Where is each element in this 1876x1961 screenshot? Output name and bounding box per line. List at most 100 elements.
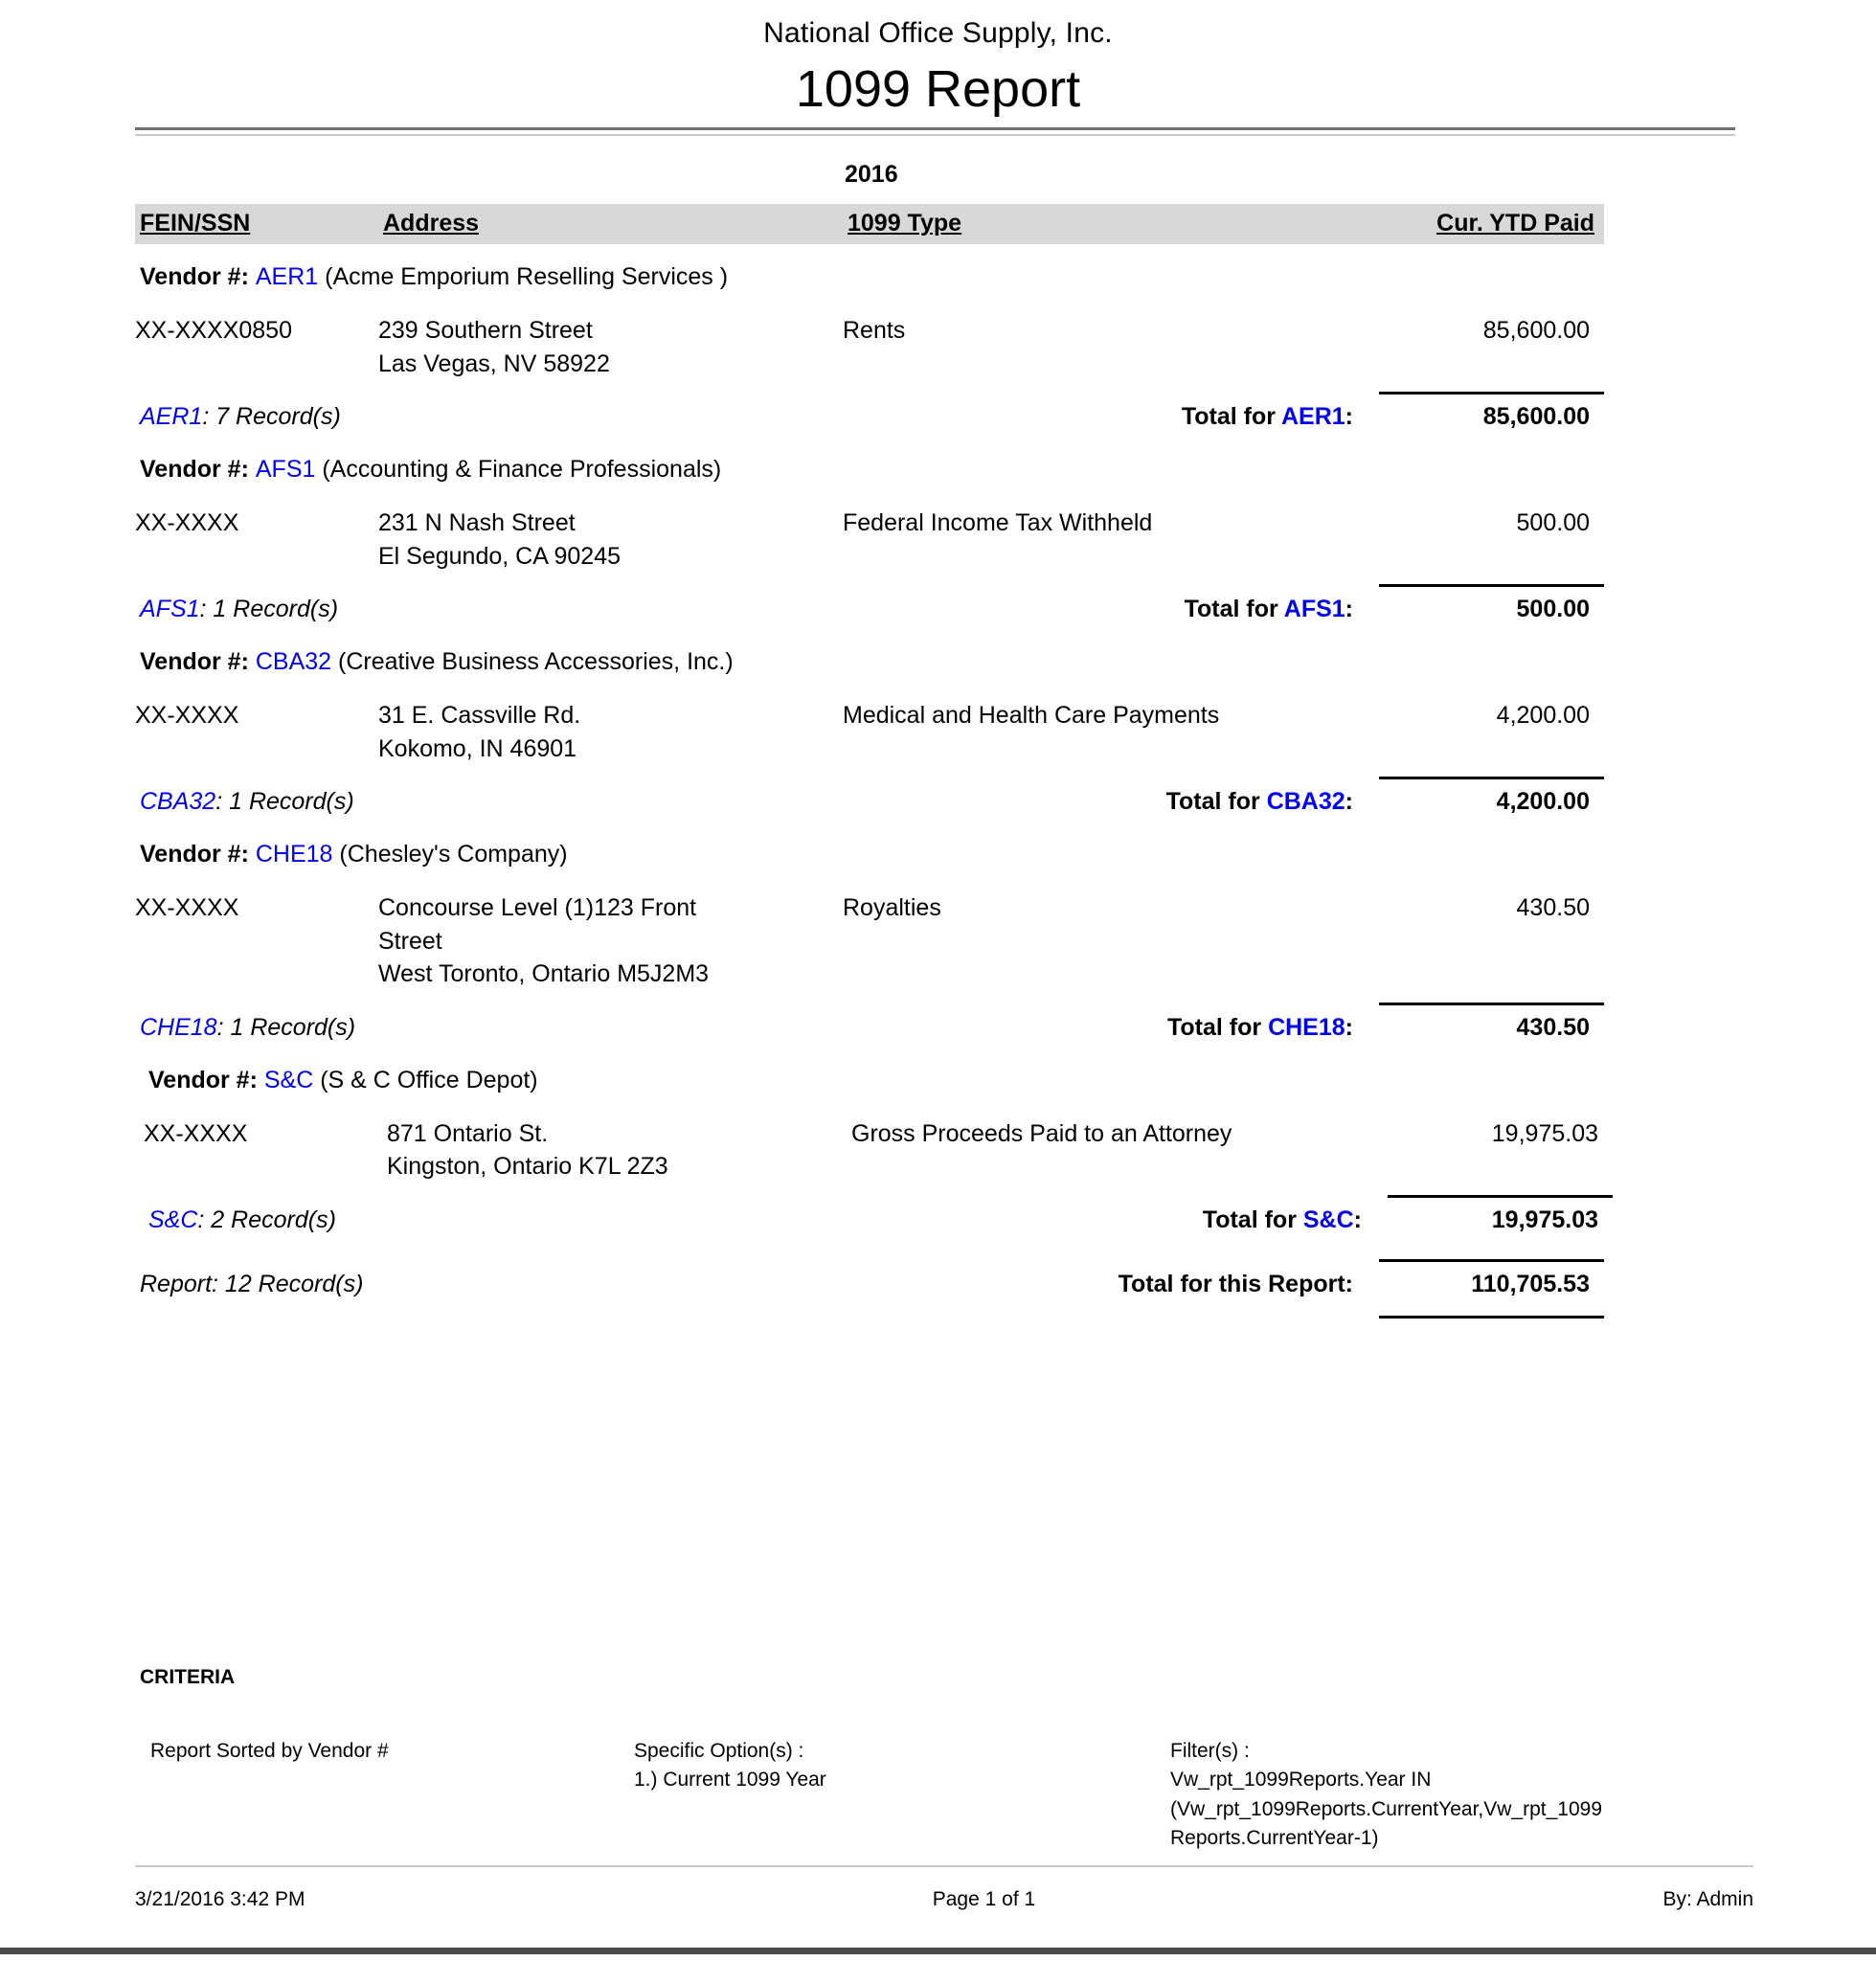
report-body: 2016 FEIN/SSN Address 1099 Type Cur. YTD…: [135, 153, 1613, 1319]
header-rule: [135, 127, 1735, 136]
criteria-filters-label: Filter(s) :: [1170, 1740, 1250, 1762]
vendor-code: S&C: [263, 1066, 314, 1093]
criteria-filter-line: (Vw_rpt_1099Reports.CurrentYear,Vw_rpt_1…: [1170, 1797, 1602, 1820]
total-amount: 500.00: [1379, 584, 1604, 623]
total-colon: :: [1345, 403, 1353, 430]
table-row: XX-XXXX 31 E. Cassville Rd. Kokomo, IN 469…: [135, 699, 1604, 765]
criteria-option: 1.) Current 1099 Year: [634, 1769, 826, 1792]
criteria-filters: Filter(s) : Vw_rpt_1099Reports.Year IN (V…: [1170, 1737, 1783, 1854]
vendor-section: Vendor #: AER1 (Acme Emporium Reselling …: [135, 263, 1604, 431]
criteria-filter-line: Reports.CurrentYear-1): [1170, 1827, 1379, 1850]
type-cell: Royalties: [843, 894, 941, 921]
vendor-name: (Chesley's Company): [332, 841, 568, 868]
fein-cell: XX-XXXX: [135, 509, 239, 536]
vendor-heading: Vendor #: AFS1 (Accounting & Finance Pro…: [140, 456, 1604, 484]
records-vendor-code: AER1: [140, 403, 203, 430]
address-line: 231 N Nash Street: [378, 509, 576, 536]
records-label: CHE18: 1 Record(s): [135, 1014, 843, 1042]
vendor-code: CBA32: [255, 648, 332, 675]
total-vendor-code: AFS1: [1283, 596, 1345, 622]
report-summary-row: Report: 12 Record(s) Total for this Repo…: [135, 1258, 1604, 1298]
table-row: XX-XXXX 871 Ontario St. Kingston, Ontario …: [144, 1117, 1604, 1183]
address-line: Street: [378, 927, 442, 955]
total-colon: :: [1353, 1206, 1362, 1233]
records-vendor-code: S&C: [148, 1206, 198, 1233]
vendor-sections: Vendor #: AER1 (Acme Emporium Reselling …: [135, 263, 1613, 1234]
vendor-name: (Accounting & Finance Professionals): [315, 456, 722, 483]
vendor-name: (Creative Business Accessories, Inc.): [331, 648, 734, 675]
total-for-text: Total for: [1181, 403, 1281, 430]
report-total-amount: 110,705.53: [1379, 1258, 1604, 1298]
amount-cell: 19,975.03: [1491, 1119, 1598, 1147]
address-line: West Toronto, Ontario M5J2M3: [378, 960, 710, 987]
records-label: CBA32: 1 Record(s): [135, 788, 843, 816]
records-label: AER1: 7 Record(s): [135, 403, 843, 431]
type-cell: Rents: [843, 317, 906, 344]
total-vendor-code: CHE18: [1268, 1013, 1345, 1041]
records-vendor-code: CHE18: [140, 1013, 217, 1041]
total-label: Total for CHE18:: [843, 1014, 1365, 1042]
vendor-heading: Vendor #: CHE18 (Chesley's Company): [140, 841, 1604, 868]
table-row: XX-XXXX Concourse Level (1)123 Front Stree…: [135, 891, 1604, 991]
address-cell: 239 Southern Street Las Vegas, NV 58922: [378, 314, 843, 380]
total-colon: :: [1345, 788, 1353, 815]
vendor-name: (Acme Emporium Reselling Services ): [318, 263, 729, 290]
vendor-prefix: Vendor #:: [140, 263, 256, 290]
records-count: : 1 Record(s): [216, 1013, 356, 1041]
fein-cell: XX-XXXX: [135, 702, 239, 729]
address-line: El Segundo, CA 90245: [378, 542, 621, 570]
address-line: Concourse Level (1)123 Front: [378, 894, 697, 921]
vendor-name: (S & C Office Depot): [313, 1066, 538, 1093]
address-cell: 31 E. Cassville Rd. Kokomo, IN 46901: [378, 699, 843, 765]
vendor-total-row: AFS1: 1 Record(s) Total for AFS1: 500.00: [135, 584, 1604, 623]
vendor-total-row: S&C: 2 Record(s) Total for S&C: 19,975.03: [144, 1194, 1613, 1234]
vendor-prefix: Vendor #:: [140, 841, 256, 868]
fein-cell: XX-XXXX: [144, 1119, 248, 1147]
type-cell: Gross Proceeds Paid to an Attorney: [851, 1119, 1232, 1147]
address-line: Las Vegas, NV 58922: [378, 349, 610, 377]
address-cell: 871 Ontario St. Kingston, Ontario K7L 2Z3: [387, 1117, 851, 1183]
records-count: : 1 Record(s): [199, 596, 339, 622]
vendor-section: Vendor #: CBA32 (Creative Business Acces…: [135, 648, 1604, 816]
records-vendor-code: CBA32: [140, 788, 216, 815]
records-count: : 7 Record(s): [202, 403, 341, 430]
vendor-heading: Vendor #: AER1 (Acme Emporium Reselling …: [140, 263, 1604, 291]
criteria-filter-line: Vw_rpt_1099Reports.Year IN: [1170, 1769, 1432, 1792]
criteria-options-label: Specific Option(s) :: [634, 1740, 804, 1762]
header-rule-dark: [135, 127, 1735, 130]
vendor-prefix: Vendor #:: [148, 1066, 264, 1093]
footer-user: By: Admin: [1662, 1888, 1753, 1910]
vendor-section: Vendor #: AFS1 (Accounting & Finance Pro…: [135, 456, 1604, 623]
year-label: 2016: [845, 161, 898, 188]
total-for-text: Total for: [1184, 596, 1284, 622]
total-vendor-code: AER1: [1280, 403, 1345, 430]
records-count: : 2 Record(s): [197, 1206, 336, 1233]
amount-cell: 4,200.00: [1496, 702, 1590, 729]
total-amount: 430.50: [1379, 1002, 1604, 1042]
report-title: 1099 Report: [795, 60, 1081, 118]
total-for-text: Total for: [1167, 1013, 1269, 1041]
footer: 3/21/2016 3:42 PM Page 1 of 1 By: Admin: [135, 1888, 1753, 1911]
criteria-options: Specific Option(s) : 1.) Current 1099 Ye…: [634, 1737, 1170, 1854]
vendor-heading: Vendor #: S&C (S & C Office Depot): [148, 1067, 1604, 1094]
vendor-heading: Vendor #: CBA32 (Creative Business Acces…: [140, 648, 1604, 676]
col-header-type: 1099 Type: [848, 210, 962, 237]
criteria-sorted: Report Sorted by Vendor #: [150, 1740, 389, 1762]
total-colon: :: [1345, 596, 1353, 622]
report-header: National Office Supply, Inc. 1099 Report: [0, 17, 1876, 119]
fein-cell: XX-XXXX0850: [135, 317, 292, 344]
address-cell: 231 N Nash Street El Segundo, CA 90245: [378, 507, 843, 573]
vendor-code: AFS1: [255, 456, 316, 483]
records-count: : 1 Record(s): [215, 788, 354, 815]
table-header-row: FEIN/SSN Address 1099 Type Cur. YTD Paid: [135, 204, 1604, 244]
vendor-total-row: AER1: 7 Record(s) Total for AER1: 85,600.0…: [135, 392, 1604, 431]
footer-rule: [135, 1865, 1753, 1867]
address-line: 31 E. Cassville Rd.: [378, 702, 581, 729]
criteria-option-lines: 1.) Current 1099 Year: [634, 1766, 1170, 1794]
fein-cell: XX-XXXX: [135, 894, 239, 921]
records-label: S&C: 2 Record(s): [144, 1206, 851, 1234]
header-rule-light: [135, 134, 1735, 136]
vendor-section: Vendor #: S&C (S & C Office Depot) XX-XXX…: [135, 1067, 1613, 1234]
criteria-columns: Report Sorted by Vendor # Specific Optio…: [150, 1737, 1876, 1854]
criteria-section: CRITERIA Report Sorted by Vendor # Speci…: [0, 1666, 1876, 1854]
